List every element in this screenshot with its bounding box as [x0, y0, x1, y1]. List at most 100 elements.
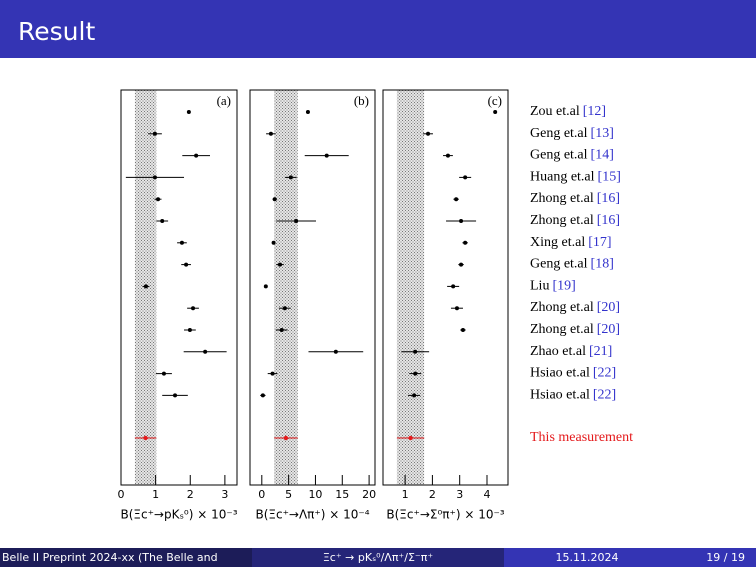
- legend-name: Zhao et.al: [530, 344, 586, 359]
- x-tick-label: 1: [402, 488, 409, 501]
- data-point: [282, 306, 287, 311]
- legend-ref: [20]: [597, 300, 620, 315]
- legend-name: Huang et.al: [530, 170, 595, 185]
- x-tick-label: 1: [152, 488, 159, 501]
- data-point: [413, 349, 418, 354]
- data-point: [451, 284, 456, 289]
- legend-entry: Zhong et.al [16]: [530, 213, 620, 228]
- slide-title: Result: [18, 17, 95, 46]
- data-point: [143, 284, 148, 289]
- legend-name: Xing et.al: [530, 235, 585, 250]
- legend-entry: Geng et.al [13]: [530, 126, 614, 141]
- data-point: [270, 371, 275, 376]
- data-point: [454, 197, 459, 202]
- legend-name: Zhong et.al: [530, 191, 594, 206]
- data-point: [279, 328, 284, 332]
- data-point: [305, 110, 310, 114]
- legend-name: Geng et.al: [530, 257, 588, 272]
- data-point: [191, 306, 196, 311]
- data-point: [333, 349, 338, 354]
- footer-date: 15.11.2024: [556, 551, 619, 564]
- legend-name: Zhong et.al: [530, 213, 594, 228]
- data-point: [263, 284, 268, 289]
- data-point: [454, 306, 459, 311]
- data-point: [152, 131, 157, 136]
- data-point: [179, 240, 184, 245]
- data-point: [187, 328, 192, 332]
- legend-name: Zhong et.al: [530, 300, 594, 315]
- x-tick-label: 4: [483, 488, 490, 501]
- plot-frame: [120, 89, 238, 486]
- data-point: [203, 349, 208, 354]
- measurement-point: [408, 435, 413, 441]
- legend-ref: [21]: [589, 344, 612, 359]
- footer-page: 19 / 19: [706, 551, 745, 564]
- data-point: [152, 175, 157, 180]
- x-axis-label: B(Ξc⁺→Λπ⁺) × 10⁻⁴: [255, 508, 369, 522]
- x-tick-label: 2: [187, 488, 194, 501]
- data-point: [493, 110, 498, 114]
- x-tick-label: 15: [335, 488, 349, 501]
- legend-ref: [22]: [593, 388, 616, 403]
- measurement-band: [396, 90, 425, 485]
- data-point: [186, 110, 191, 114]
- data-point: [413, 371, 418, 376]
- data-point: [294, 219, 299, 223]
- legend-entry: Geng et.al [18]: [530, 257, 614, 272]
- x-axis-label: B(Ξc⁺→Σ⁰π⁺) × 10⁻³: [386, 508, 504, 522]
- legend-entry: Xing et.al [17]: [530, 235, 612, 250]
- data-point: [412, 393, 417, 398]
- legend-entry: Zhong et.al [20]: [530, 300, 620, 315]
- header-bar: [0, 0, 756, 58]
- data-point: [173, 393, 178, 398]
- data-point: [463, 175, 468, 180]
- legend-name: Liu: [530, 279, 549, 294]
- x-tick-label: 2: [429, 488, 436, 501]
- data-point: [460, 328, 465, 332]
- data-point: [445, 153, 450, 158]
- legend-ref: [18]: [591, 257, 614, 272]
- x-tick-label: 0: [118, 488, 125, 501]
- legend-ref: [13]: [591, 126, 614, 141]
- measurement-point: [143, 435, 148, 441]
- legend-measurement: This measurement: [530, 430, 633, 445]
- legend-entry: Zou et.al [12]: [530, 104, 606, 119]
- footer-text: Belle II Preprint 2024-xx (The Belle and: [2, 551, 218, 564]
- legend-name: Zhong et.al: [530, 322, 594, 337]
- legend-entry: Zhong et.al [16]: [530, 191, 620, 206]
- legend-entry: Liu [19]: [530, 279, 576, 294]
- data-point: [324, 153, 329, 158]
- x-tick-label: 3: [456, 488, 463, 501]
- plot-frame: [249, 89, 376, 486]
- legend-name: Geng et.al: [530, 126, 588, 141]
- footer-right: [504, 548, 756, 567]
- data-point: [426, 131, 431, 136]
- data-point: [271, 240, 276, 245]
- measurement-point: [283, 435, 289, 441]
- legend-entry: Hsiao et.al [22]: [530, 388, 616, 403]
- x-axis-label: B(Ξc⁺→pKₛ⁰) × 10⁻³: [120, 508, 237, 522]
- data-point: [194, 153, 199, 158]
- measurement-band: [274, 90, 298, 485]
- legend-ref: [22]: [593, 366, 616, 381]
- data-point: [459, 219, 464, 223]
- legend-ref: [15]: [598, 170, 621, 185]
- data-point: [184, 262, 189, 267]
- legend-entry: Hsiao et.al [22]: [530, 366, 616, 381]
- legend-name: Hsiao et.al: [530, 366, 590, 381]
- data-point: [288, 175, 293, 180]
- plot-frame: [382, 89, 509, 486]
- legend-ref: [19]: [552, 279, 575, 294]
- data-point: [160, 219, 165, 223]
- legend-name: Hsiao et.al: [530, 388, 590, 403]
- x-tick-label: 10: [308, 488, 322, 501]
- panel-label: (a): [217, 93, 231, 108]
- data-point: [161, 371, 166, 376]
- legend-ref: [16]: [597, 191, 620, 206]
- data-point: [459, 262, 464, 267]
- footer-text: Ξc⁺ → pKₛ⁰/Λπ⁺/Σ⁻π⁺: [323, 551, 433, 564]
- legend-ref: [14]: [591, 148, 614, 163]
- legend-ref: [17]: [588, 235, 611, 250]
- data-point: [260, 393, 265, 398]
